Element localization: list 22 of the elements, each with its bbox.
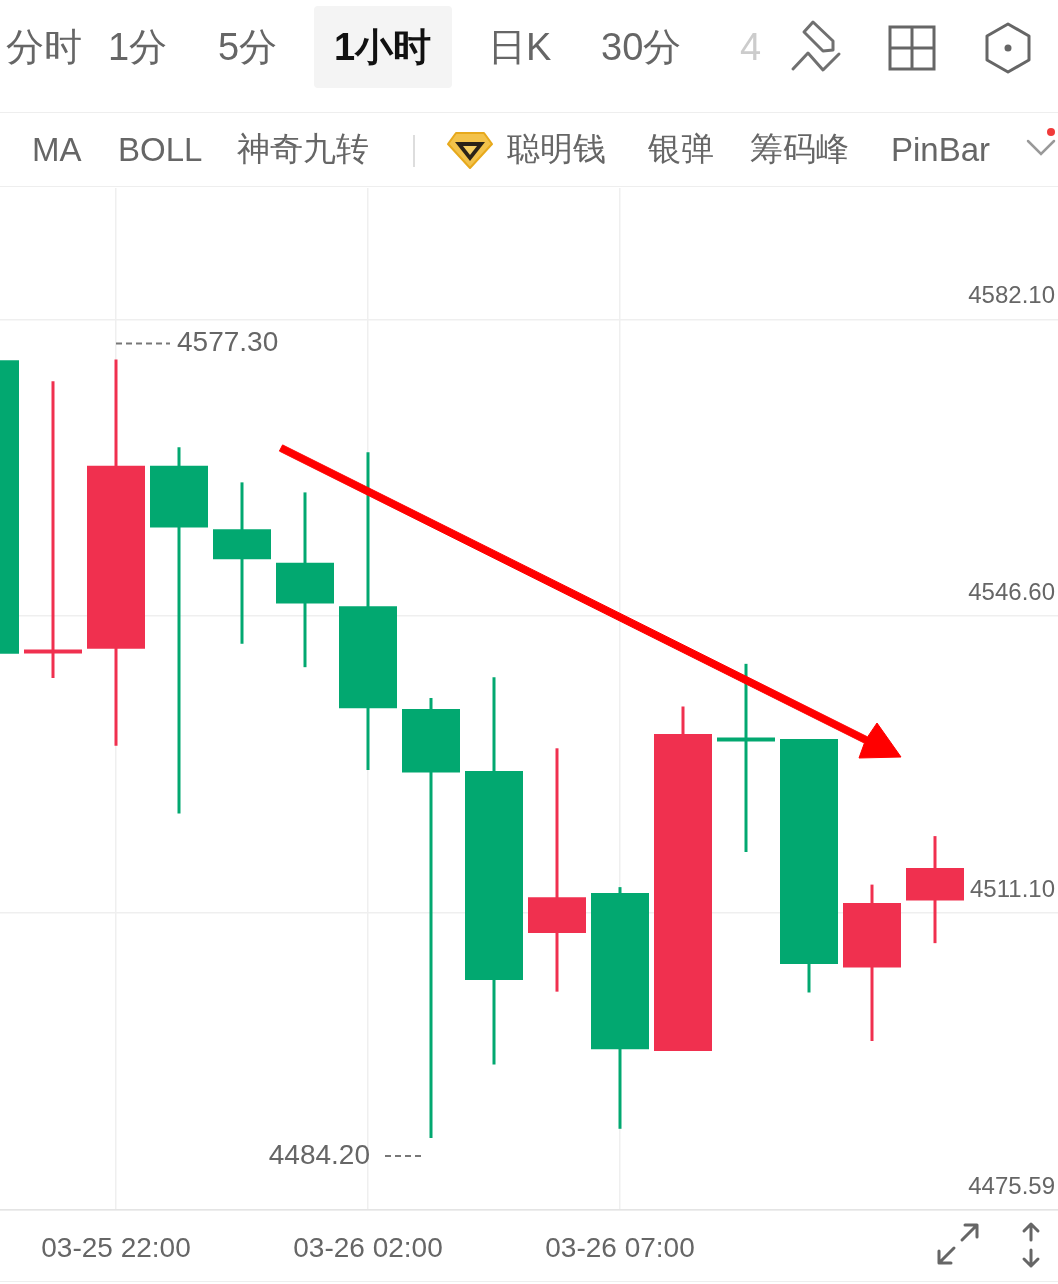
x-tick-label: 03-25 22:00: [41, 1231, 191, 1263]
text: MA: [32, 130, 82, 169]
x-tick-label: 03-26 07:00: [545, 1231, 695, 1263]
text: 神奇九转: [237, 129, 369, 169]
y-tick-label: 4582.10: [968, 280, 1055, 308]
text: 1分: [108, 24, 168, 70]
annotation: 4577.30: [177, 326, 279, 358]
text: BOLL: [118, 130, 203, 169]
text: 5分: [218, 24, 278, 70]
y-tick-label: 4546.60: [968, 577, 1055, 605]
text: 30分: [601, 24, 682, 70]
text: 筹码峰: [750, 129, 849, 169]
y-tick-label: 4475.59: [968, 1171, 1055, 1199]
annotation: 4484.20: [268, 1138, 370, 1170]
x-tick-label: 03-26 02:00: [293, 1231, 443, 1263]
text: 银弹: [648, 129, 714, 169]
text: 1小时: [334, 24, 432, 70]
text: 日K: [488, 24, 552, 70]
text: 分时: [6, 24, 82, 70]
text: 聪明钱: [507, 129, 606, 169]
y-tick-label: 4511.10: [970, 874, 1055, 902]
text: PinBar: [891, 130, 991, 169]
